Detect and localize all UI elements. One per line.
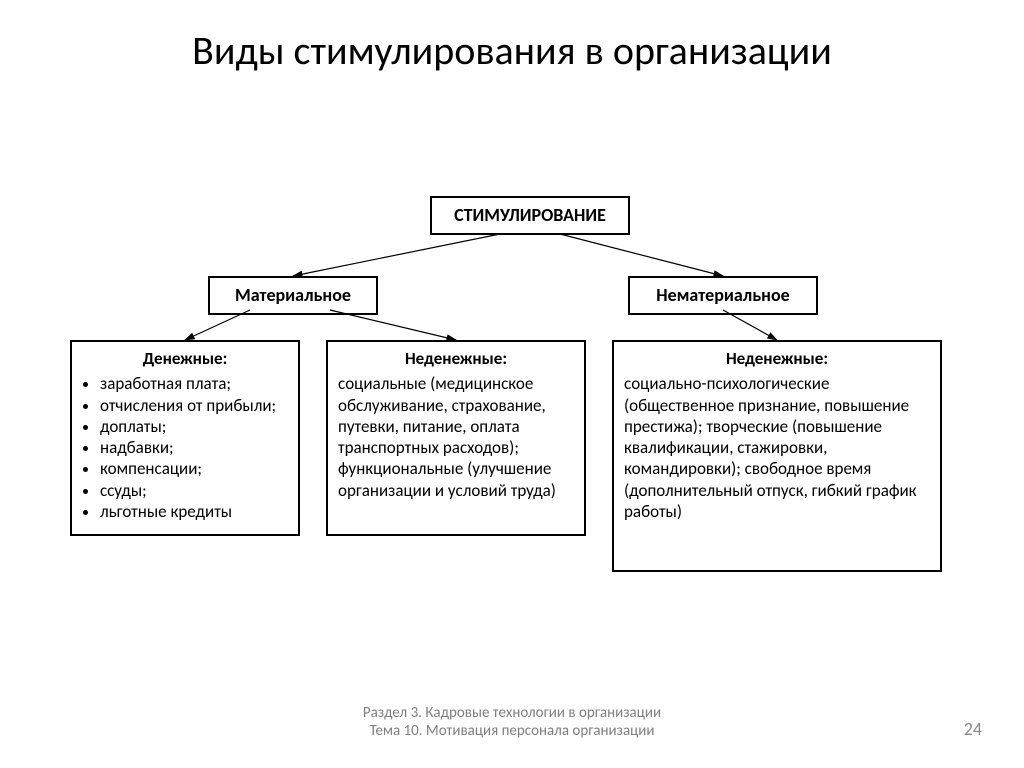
footer-line1: Раздел 3. Кадровые технологии в организа…: [0, 704, 1024, 722]
list-item: надбавки;: [100, 437, 288, 458]
node-material: Материальное: [208, 276, 378, 315]
list-item: ссуды;: [100, 480, 288, 501]
node-material-label: Материальное: [235, 284, 351, 306]
slide-footer: Раздел 3. Кадровые технологии в организа…: [0, 704, 1024, 740]
node-monetary: Денежные: заработная плата;отчисления от…: [70, 340, 300, 536]
node-nonmonetary-immaterial-head: Неденежные:: [624, 348, 930, 369]
footer-line2: Тема 10. Мотивация персонала организации: [0, 722, 1024, 740]
node-nonmonetary-immaterial: Неденежные: социально-психологические (о…: [612, 340, 942, 572]
node-monetary-head: Денежные:: [82, 348, 288, 369]
list-item: заработная плата;: [100, 373, 288, 394]
list-item: льготные кредиты: [100, 501, 288, 522]
page-number: 24: [964, 718, 982, 740]
node-root: СТИМУЛИРОВАНИЕ: [430, 196, 630, 235]
node-immaterial: Нематериальное: [628, 276, 818, 315]
list-item: доплаты;: [100, 416, 288, 437]
node-nonmonetary-immaterial-body: социально-психологические (общественное …: [624, 373, 930, 522]
node-nonmonetary-material-head: Неденежные:: [338, 348, 574, 369]
list-item: компенсации;: [100, 458, 288, 479]
node-nonmonetary-material: Неденежные: социальные (медицинское обсл…: [326, 340, 586, 536]
diagram-container: СТИМУЛИРОВАНИЕ Материальное Нематериальн…: [0, 0, 1024, 768]
node-root-label: СТИМУЛИРОВАНИЕ: [454, 204, 606, 226]
node-nonmonetary-material-body: социальные (медицинское обслуживание, ст…: [338, 373, 574, 501]
node-immaterial-label: Нематериальное: [656, 284, 789, 306]
node-monetary-list: заработная плата;отчисления от прибыли;д…: [82, 373, 288, 522]
list-item: отчисления от прибыли;: [100, 395, 288, 416]
